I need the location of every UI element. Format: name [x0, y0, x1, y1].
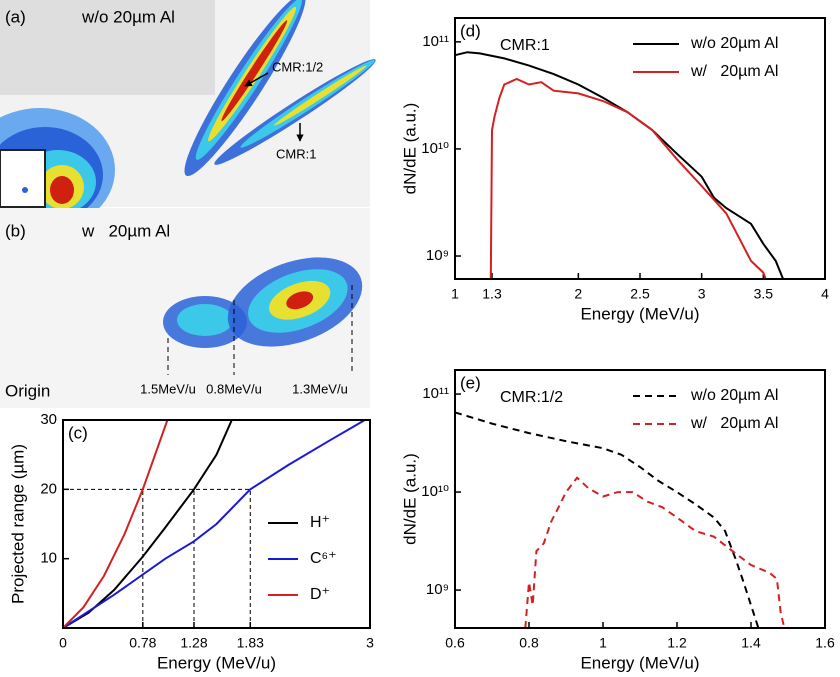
panel-label: (e): [460, 373, 481, 392]
plot-frame: [454, 369, 826, 629]
y-tick-label: 20: [40, 480, 57, 497]
x-tick-label: 0.6: [445, 635, 465, 651]
panel-a-image: [0, 0, 376, 232]
y-tick-label: 10¹⁰: [421, 140, 449, 157]
x-tick-label: 1.3: [482, 286, 502, 302]
legend-label: w/o 20µm Al: [690, 387, 778, 404]
annotation: CMR:1: [500, 37, 550, 54]
x-tick-label: 1.6: [815, 635, 835, 651]
y-tick-label: 10⁹: [426, 581, 449, 598]
y-axis-label: dN/dE (a.u.): [400, 103, 419, 195]
panel-title: w/o 20µm Al: [81, 7, 175, 26]
panel-label: (b): [5, 221, 26, 240]
panel-label: (c): [68, 423, 88, 442]
plot-frame: [62, 419, 371, 629]
data-line: [454, 411, 760, 629]
y-tick-label: 10¹¹: [422, 33, 449, 50]
x-tick-label: 1: [451, 286, 459, 302]
panel-title: w 20µm Al: [81, 221, 170, 240]
y-tick-label: 10¹¹: [422, 385, 449, 402]
x-axis-label: Energy (MeV/u): [157, 653, 276, 672]
legend-label: H⁺: [310, 514, 330, 531]
x-tick-label: 0.8: [519, 635, 539, 651]
panel-label: (d): [460, 21, 481, 40]
y-tick-label: 10: [40, 550, 57, 567]
x-tick-label: 3: [698, 286, 706, 302]
y-tick-label: 10¹⁰: [421, 483, 449, 500]
data-line: [489, 77, 767, 280]
data-line: [524, 476, 786, 629]
x-tick-label: 0.78: [129, 635, 156, 651]
x-axis-label: Energy (MeV/u): [580, 653, 699, 672]
x-tick-label: 1.83: [237, 635, 264, 651]
y-axis-label: dN/dE (a.u.): [400, 453, 419, 545]
annotation: Origin: [5, 381, 50, 400]
x-tick-label: 3.5: [754, 286, 774, 302]
x-tick-label: 1: [599, 635, 607, 651]
annotation: 1.3MeV/u: [292, 381, 348, 396]
y-axis-label: Projected range (µm): [8, 444, 27, 604]
plot-frame: [454, 17, 826, 280]
annotation: 1.5MeV/u: [140, 381, 196, 396]
x-tick-label: 2: [574, 286, 582, 302]
annotation: CMR:1/2: [272, 59, 323, 74]
x-tick-label: 0: [59, 635, 67, 651]
x-tick-label: 4: [821, 286, 829, 302]
legend-label: C⁶⁺: [310, 550, 337, 567]
data-line: [62, 419, 169, 629]
x-tick-label: 1.4: [741, 635, 761, 651]
legend-label: D⁺: [310, 586, 330, 603]
annotation: CMR:1: [276, 146, 316, 161]
x-tick-label: 1.28: [180, 635, 207, 651]
x-tick-label: 3: [366, 635, 374, 651]
y-tick-label: 10⁹: [426, 247, 449, 264]
x-axis-label: Energy (MeV/u): [580, 304, 699, 323]
annotation: CMR:1/2: [500, 389, 563, 406]
data-line: [62, 419, 366, 629]
legend-label: w/ 20µm Al: [690, 63, 778, 80]
x-tick-label: 1.2: [667, 635, 687, 651]
panel-b-image: [0, 208, 370, 408]
data-line: [62, 419, 233, 629]
x-tick-label: 2.5: [630, 286, 650, 302]
legend-label: w/ 20µm Al: [690, 415, 778, 432]
panel-label: (a): [5, 7, 26, 26]
y-tick-label: 30: [40, 411, 57, 428]
annotation: 0.8MeV/u: [206, 381, 262, 396]
legend-label: w/o 20µm Al: [690, 35, 778, 52]
